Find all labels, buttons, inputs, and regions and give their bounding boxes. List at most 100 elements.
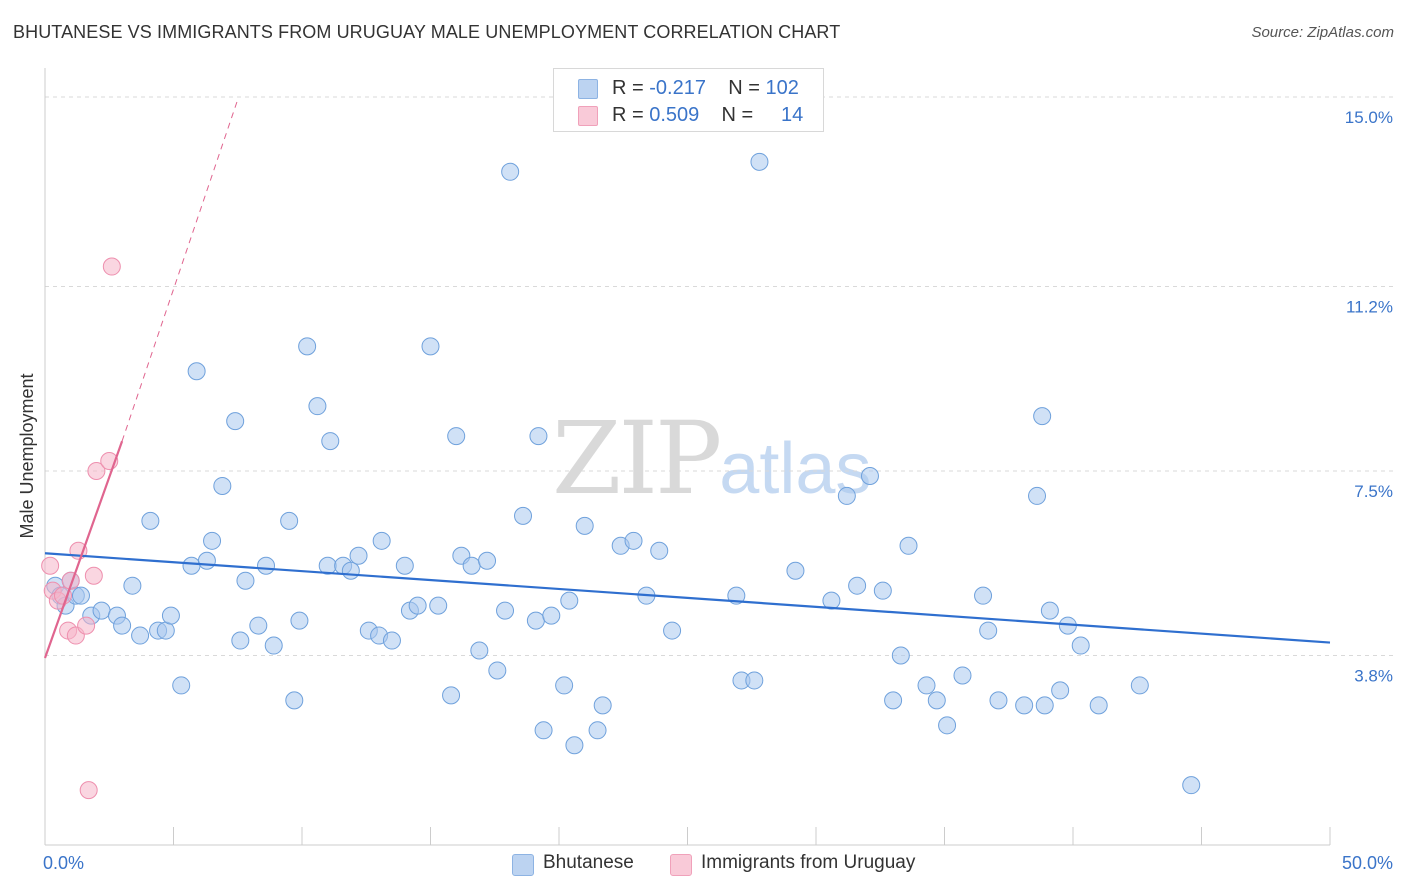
- bhutanese-point: [131, 626, 150, 645]
- bhutanese-point: [588, 721, 607, 740]
- r-label: R =: [612, 77, 650, 99]
- bhutanese-point: [575, 516, 594, 535]
- bhutanese-point: [172, 676, 191, 695]
- bhutanese-point: [1051, 681, 1070, 700]
- bhutanese-point: [197, 551, 216, 570]
- bhutanese-point: [213, 476, 232, 495]
- x-tick-label-max: 50.0%: [1342, 853, 1393, 873]
- bhutanese-point: [1130, 676, 1149, 695]
- bhutanese-point: [560, 591, 579, 610]
- bhutanese-point: [822, 591, 841, 610]
- bhutanese-point: [442, 686, 461, 705]
- bhutanese-point: [953, 666, 972, 685]
- bhutanese-point: [92, 601, 111, 620]
- bhutanese-point: [989, 691, 1008, 710]
- bhutanese-point: [429, 596, 448, 615]
- uruguay-point: [41, 556, 60, 575]
- bhutanese-point: [565, 736, 584, 755]
- bhutanese-point: [408, 596, 427, 615]
- bhutanese-point: [917, 676, 936, 695]
- uruguay-trendline-extension: [121, 99, 239, 442]
- legend-label-bhutanese: Bhutanese: [543, 852, 634, 873]
- bhutanese-point: [341, 561, 360, 580]
- bhutanese-point: [182, 556, 201, 575]
- bhutanese-point: [349, 546, 368, 565]
- bhutanese-point: [447, 427, 466, 446]
- bhutanese-point: [501, 162, 520, 181]
- bhutanese-point: [927, 691, 946, 710]
- bhutanese-legend-swatch: [512, 854, 534, 876]
- watermark: ZIPatlas: [552, 400, 871, 517]
- n-label: N =: [728, 77, 766, 99]
- watermark-zip: ZIP: [552, 400, 722, 517]
- y-axis-label: Male Unemployment: [17, 373, 37, 538]
- r-value-bhutanese: -0.217: [649, 77, 706, 99]
- bhutanese-point: [187, 362, 206, 381]
- bhutanese-point: [860, 466, 879, 485]
- bhutanese-point: [113, 616, 132, 635]
- bhutanese-point: [837, 486, 856, 505]
- bhutanese-point: [478, 551, 497, 570]
- uruguay-point: [77, 616, 96, 635]
- bhutanese-point: [321, 432, 340, 451]
- bhutanese-point: [529, 427, 548, 446]
- bhutanese-point: [786, 561, 805, 580]
- bhutanese-point: [650, 541, 669, 560]
- bhutanese-point: [141, 511, 160, 530]
- n-label: N =: [721, 104, 759, 126]
- bhutanese-point: [308, 397, 327, 416]
- bhutanese-point: [249, 616, 268, 635]
- bhutanese-point: [156, 621, 175, 640]
- bhutanese-point: [470, 641, 489, 660]
- source-label: Source: ZipAtlas.com: [1251, 24, 1394, 41]
- uruguay-legend-swatch: [670, 854, 692, 876]
- bhutanese-point: [203, 531, 222, 550]
- bhutanese-point: [663, 621, 682, 640]
- bhutanese-point: [979, 621, 998, 640]
- bhutanese-point: [395, 556, 414, 575]
- bhutanese-point: [462, 556, 481, 575]
- bhutanese-point: [280, 511, 299, 530]
- bhutanese-point: [1089, 696, 1108, 715]
- bhutanese-point: [1033, 407, 1052, 426]
- bhutanese-swatch: [578, 79, 598, 99]
- bhutanese-point: [123, 576, 142, 595]
- bhutanese-point: [71, 586, 90, 605]
- chart-title: BHUTANESE VS IMMIGRANTS FROM URUGUAY MAL…: [13, 22, 841, 42]
- bhutanese-point: [1015, 696, 1034, 715]
- bhutanese-point: [421, 337, 440, 356]
- bhutanese-point: [542, 606, 561, 625]
- uruguay-point: [102, 257, 121, 276]
- y-tick-label: 3.8%: [1354, 667, 1393, 686]
- uruguay-point: [79, 781, 98, 800]
- uruguay-point: [84, 566, 103, 585]
- uruguay-trendline: [43, 440, 124, 659]
- bhutanese-point: [264, 636, 283, 655]
- r-label: R =: [612, 104, 650, 126]
- bhutanese-point: [555, 676, 574, 695]
- n-value-uruguay: 14: [781, 104, 804, 126]
- bhutanese-point: [231, 631, 250, 650]
- bhutanese-point: [938, 716, 957, 735]
- bhutanese-point: [290, 611, 309, 630]
- bhutanese-point: [382, 631, 401, 650]
- bhutanese-point: [1028, 486, 1047, 505]
- y-tick-label: 11.2%: [1346, 297, 1393, 316]
- bhutanese-point: [750, 152, 769, 171]
- bhutanese-trendline: [44, 552, 1331, 644]
- bhutanese-point: [884, 691, 903, 710]
- x-tick-label-min: 0.0%: [43, 853, 84, 873]
- legend-label-uruguay: Immigrants from Uruguay: [701, 852, 916, 873]
- bhutanese-point: [526, 611, 545, 630]
- bhutanese-point: [236, 571, 255, 590]
- bhutanese-point: [899, 536, 918, 555]
- n-value-bhutanese: 102: [765, 77, 799, 99]
- bhutanese-point: [257, 556, 276, 575]
- bhutanese-point: [1040, 601, 1059, 620]
- r-value-uruguay: 0.509: [649, 104, 700, 126]
- bhutanese-point: [848, 576, 867, 595]
- bhutanese-point: [1035, 696, 1054, 715]
- bhutanese-point: [1071, 636, 1090, 655]
- uruguay-point: [87, 462, 106, 480]
